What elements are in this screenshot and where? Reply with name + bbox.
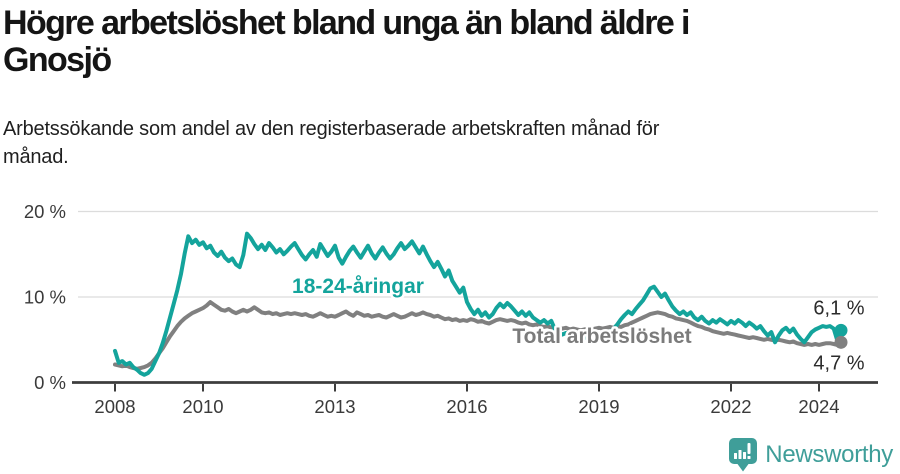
- y-tick-label: 20 %: [24, 201, 66, 222]
- x-tick-label: 2008: [94, 396, 135, 417]
- line-chart: 0 % 10 % 20 % 2008 2010 2013 2016 2019 2022 2024 1…: [0, 194, 900, 434]
- series-label-youth: 18-24-åringar: [292, 275, 424, 298]
- x-tick-label: 2022: [710, 396, 751, 417]
- y-tick-label: 10 %: [24, 287, 66, 308]
- series-end-dot-youth: [834, 323, 848, 337]
- chart-subtitle: Arbetssökande som andel av den registerb…: [3, 115, 659, 171]
- x-tick-label: 2024: [798, 396, 839, 417]
- series-line-youth: [113, 231, 843, 377]
- x-tick-label: 2016: [446, 396, 487, 417]
- series-label-total: Total arbetslöshet: [512, 325, 691, 348]
- series-end-label-total: 4,7 %: [813, 352, 864, 374]
- y-tick-label: 0 %: [34, 372, 66, 393]
- x-tick-label: 2013: [314, 396, 355, 417]
- series-end-label-youth: 6,1 %: [813, 297, 864, 319]
- brand-footer[interactable]: Newsworthy: [729, 438, 893, 472]
- chart-subtitle-line-2: månad.: [3, 146, 69, 168]
- page-title: Högre arbetslöshet bland unga än bland ä…: [3, 4, 690, 79]
- series-end-dot-total: [834, 335, 848, 349]
- newsworthy-logo-icon: [729, 438, 758, 472]
- chart-subtitle-line-1: Arbetssökande som andel av den registerb…: [3, 118, 660, 140]
- page-title-line-1: Högre arbetslöshet bland unga än bland ä…: [3, 4, 690, 42]
- x-tick-label: 2019: [578, 396, 619, 417]
- chart-canvas: 0 % 10 % 20 % 2008 2010 2013 2016 2019 2022 2024 1…: [24, 201, 878, 417]
- x-tick-label: 2010: [182, 396, 223, 417]
- brand-name: Newsworthy: [765, 441, 893, 468]
- series-line-total: [113, 300, 843, 371]
- page-title-line-2: Gnosjö: [3, 41, 112, 79]
